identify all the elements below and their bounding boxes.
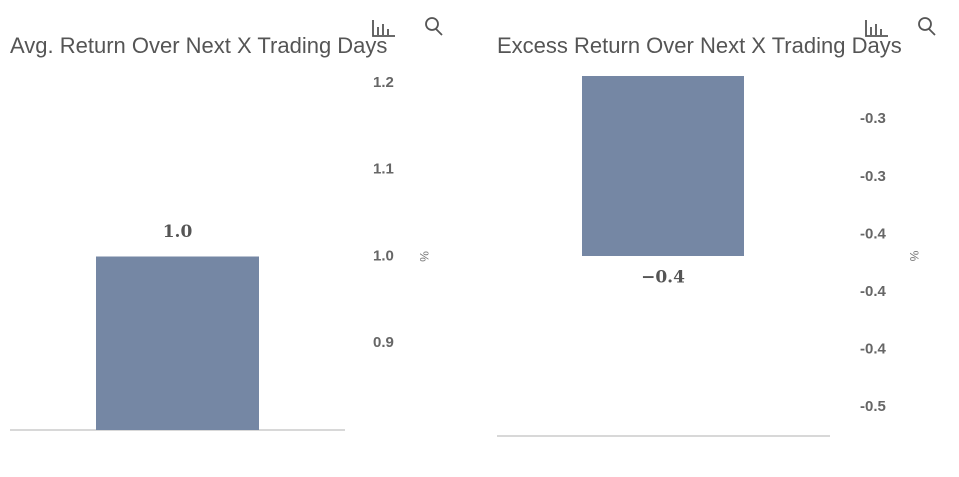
y-tick-label: -0.4 [860, 283, 887, 300]
value-label: 1.0 [163, 222, 193, 242]
bar [582, 76, 744, 256]
y-tick-label: -0.3 [860, 168, 886, 185]
y-tick-label: -0.3 [860, 110, 886, 127]
y-tick-label: 1.2 [373, 74, 394, 91]
bar [96, 256, 259, 430]
y-axis-label: % [417, 251, 431, 262]
y-tick-label: -0.4 [860, 225, 887, 242]
toolbar-right[interactable] [865, 17, 936, 37]
chart-title: Avg. Return Over Next X Trading Days [10, 33, 387, 58]
toolbar-left[interactable] [372, 17, 443, 37]
y-tick-label: -0.4 [860, 341, 887, 358]
y-tick-label: -0.5 [860, 398, 886, 415]
y-axis-label: % [907, 251, 921, 262]
y-tick-label: 1.0 [373, 247, 394, 264]
value-label: −0.4 [641, 268, 685, 288]
y-tick-label: 1.1 [373, 161, 394, 178]
y-tick-label: 0.9 [373, 334, 394, 351]
chart-title: Excess Return Over Next X Trading Days [497, 33, 902, 58]
